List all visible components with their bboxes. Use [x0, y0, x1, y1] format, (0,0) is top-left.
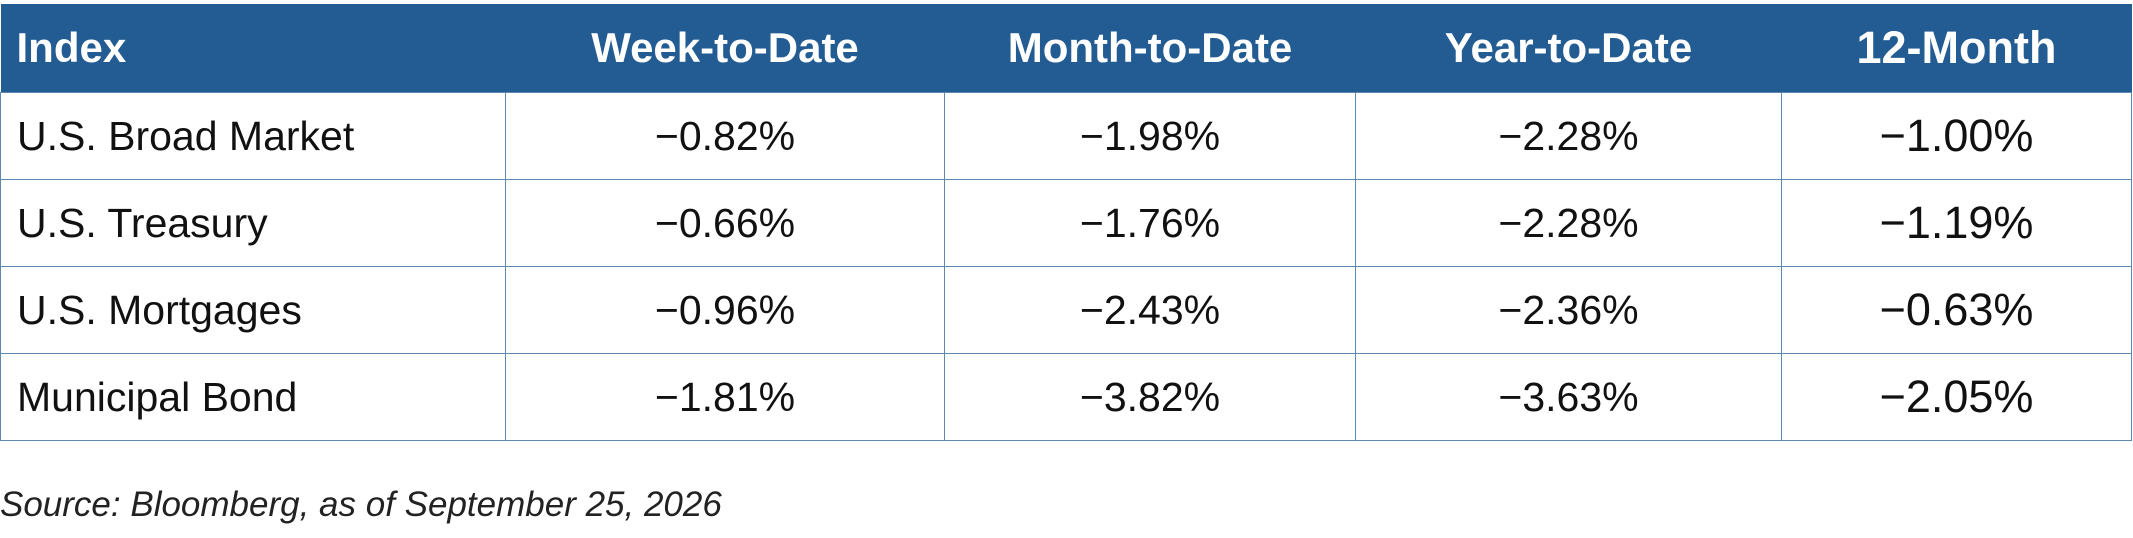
table-row: Municipal Bond −1.81% −3.82% −3.63% −2.05% — [0, 353, 2132, 441]
cell-value: −2.05% — [1781, 353, 2132, 441]
cell-value: −2.43% — [944, 266, 1356, 354]
row-label: U.S. Mortgages — [0, 266, 506, 354]
table-row: U.S. Treasury −0.66% −1.76% −2.28% −1.19% — [0, 179, 2132, 267]
column-header: Index — [0, 4, 506, 93]
column-header: Week-to-Date — [505, 4, 945, 93]
header-row: Index Week-to-Date Month-to-Date Year-to-Da… — [0, 4, 2132, 93]
cell-value: −1.98% — [944, 92, 1356, 180]
cell-value: −3.82% — [944, 353, 1356, 441]
cell-value: −3.63% — [1355, 353, 1782, 441]
cell-value: −1.19% — [1781, 179, 2132, 267]
row-label: Municipal Bond — [0, 353, 506, 441]
table-row: U.S. Broad Market −0.82% −1.98% −2.28% −1.00… — [0, 92, 2132, 180]
cell-value: −0.63% — [1781, 266, 2132, 354]
cell-value: −1.81% — [505, 353, 945, 441]
cell-value: −0.66% — [505, 179, 945, 267]
cell-value: −2.28% — [1355, 179, 1782, 267]
cell-value: −2.28% — [1355, 92, 1782, 180]
cell-value: −0.82% — [505, 92, 945, 180]
column-header: 12-Month — [1781, 4, 2132, 93]
column-header: Year-to-Date — [1355, 4, 1782, 93]
row-label: U.S. Treasury — [0, 179, 506, 267]
row-label: U.S. Broad Market — [0, 92, 506, 180]
cell-value: −0.96% — [505, 266, 945, 354]
cell-value: −1.00% — [1781, 92, 2132, 180]
table-wrap: Index Week-to-Date Month-to-Date Year-to-Da… — [0, 4, 2133, 441]
cell-value: −2.36% — [1355, 266, 1782, 354]
performance-table: Index Week-to-Date Month-to-Date Year-to-Da… — [0, 4, 2132, 441]
column-header: Month-to-Date — [944, 4, 1356, 93]
source-note: Source: Bloomberg, as of September 25, 2… — [0, 485, 722, 524]
cell-value: −1.76% — [944, 179, 1356, 267]
table-row: U.S. Mortgages −0.96% −2.43% −2.36% −0.63% — [0, 266, 2132, 354]
